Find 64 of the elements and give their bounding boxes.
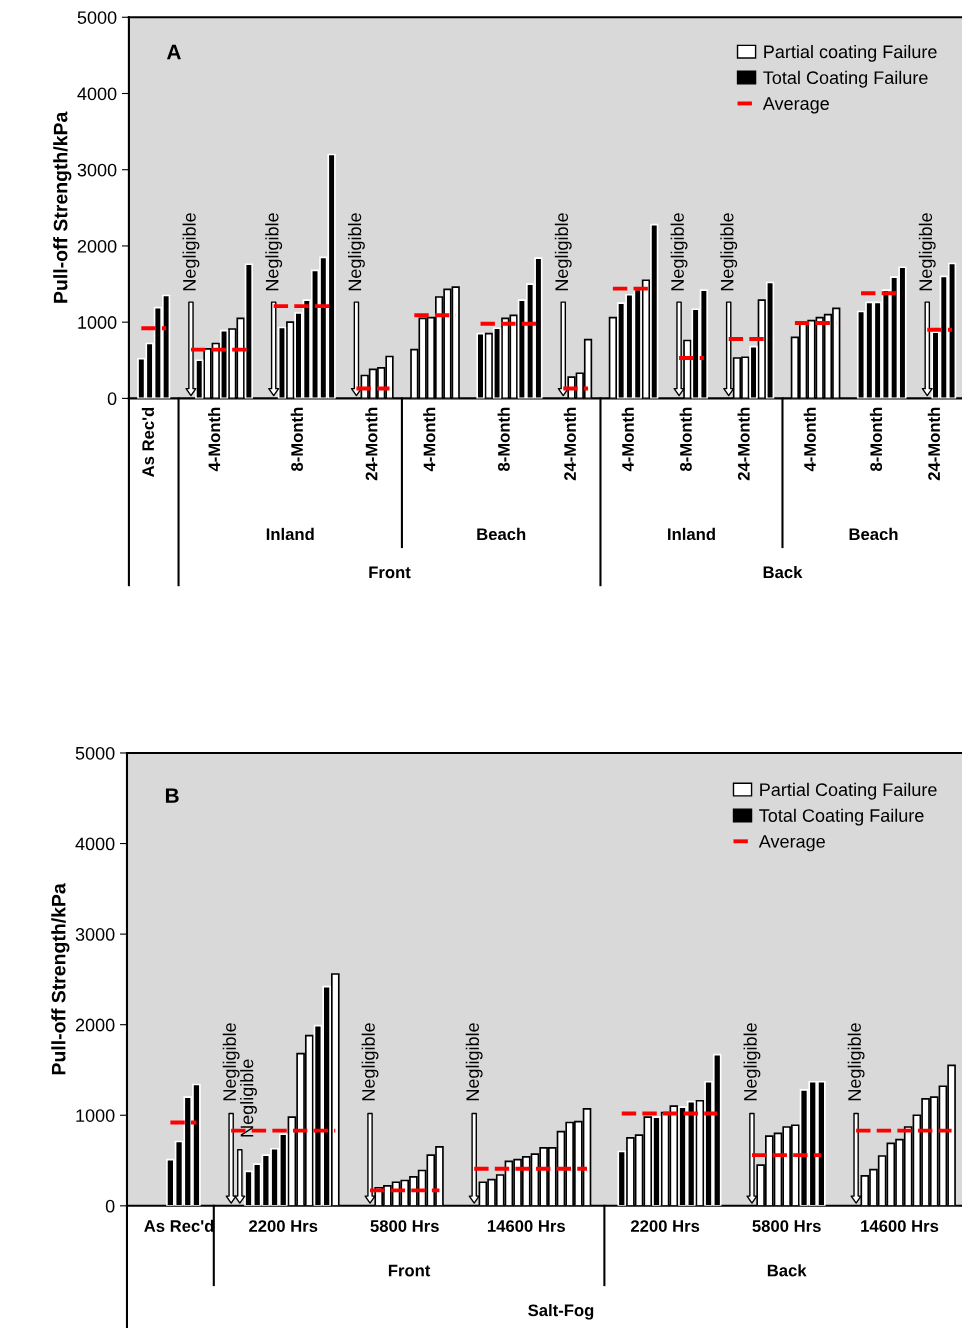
y-tick-label: 1000 <box>76 1109 115 1122</box>
x-tick-label: 2200 Hrs <box>630 1220 700 1232</box>
x-tick-label: 24-Month <box>365 407 378 481</box>
text: Beach <box>477 527 526 541</box>
x-tick-label: 8-Month <box>679 407 692 471</box>
annotation: Negligible <box>240 1059 257 1137</box>
legend-label: Average <box>762 97 829 114</box>
x-tick-label: 8-Month <box>497 407 510 471</box>
y-tick-label: 1000 <box>78 316 117 329</box>
y-axis-title: Pull-off Strength/kPa <box>53 111 72 303</box>
legend-label: Partial Coating Failure <box>760 782 937 800</box>
legend-label: Average <box>758 835 825 852</box>
annotation: Negligible <box>847 1023 865 1101</box>
annotation: Negligible <box>222 1023 240 1101</box>
x-tick-label: 24-Month <box>927 407 940 481</box>
y-axis-title: Pull-off Strength/kPa <box>51 883 70 1075</box>
annotation: Negligible <box>361 1023 379 1101</box>
text: Beach <box>849 527 898 541</box>
annotation: Negligible <box>465 1023 483 1101</box>
y-tick-label: 2000 <box>77 239 117 253</box>
annotation: Negligible <box>554 213 572 291</box>
text: Front <box>369 566 411 579</box>
x-tick-label: As Rec'd <box>141 407 155 477</box>
annotation: Negligible <box>743 1023 761 1101</box>
y-tick-label: 0 <box>105 1199 115 1213</box>
annotation: Negligible <box>670 213 688 291</box>
y-tick-label: 4000 <box>75 837 115 851</box>
text: Inland <box>266 527 314 541</box>
x-tick-label: 2200 Hrs <box>249 1220 318 1232</box>
x-tick-label: 4-Month <box>208 407 221 472</box>
annotation: Negligible <box>348 213 365 291</box>
text: Back <box>763 565 803 579</box>
x-tick-label: 5800 Hrs <box>752 1220 821 1232</box>
y-tick-label: 3000 <box>77 163 117 177</box>
text: Inland <box>668 527 715 541</box>
text: A <box>166 44 181 60</box>
legend-label: Total Coating Failure <box>759 808 924 826</box>
x-tick-label: As Rec'd <box>144 1219 214 1232</box>
y-tick-label: 3000 <box>75 928 115 941</box>
x-tick-label: 8-Month <box>869 407 883 471</box>
x-tick-label: 4-Month <box>423 407 436 472</box>
x-tick-label: 4-Month <box>803 407 816 472</box>
x-tick-label: 24-Month <box>563 407 576 481</box>
y-tick-label: 2000 <box>75 1018 115 1032</box>
x-tick-label: 5800 Hrs <box>370 1220 439 1232</box>
x-tick-label: 8-Month <box>290 407 303 471</box>
text: Front <box>388 1264 431 1277</box>
text: Back <box>767 1264 807 1277</box>
text: Salt-Fog <box>528 1303 594 1320</box>
legend-label: Partial coating Failure <box>764 44 937 62</box>
x-tick-label: 4-Month <box>621 407 634 472</box>
y-tick-label: 4000 <box>77 87 117 101</box>
annotation: Negligible <box>182 213 200 291</box>
annotation: Negligible <box>720 213 738 291</box>
annotation: Negligible <box>265 213 283 291</box>
y-tick-label: 0 <box>107 392 117 406</box>
x-tick-label: 14600 Hrs <box>487 1220 565 1232</box>
y-tick-label: 5000 <box>77 11 117 24</box>
legend-label: Total Coating Failure <box>763 70 928 88</box>
text: B <box>165 788 179 803</box>
annotation: Negligible <box>918 213 936 291</box>
x-tick-label: 24-Month <box>737 407 750 481</box>
y-tick-label: 5000 <box>75 746 115 760</box>
x-tick-label: 14600 Hrs <box>861 1220 939 1232</box>
